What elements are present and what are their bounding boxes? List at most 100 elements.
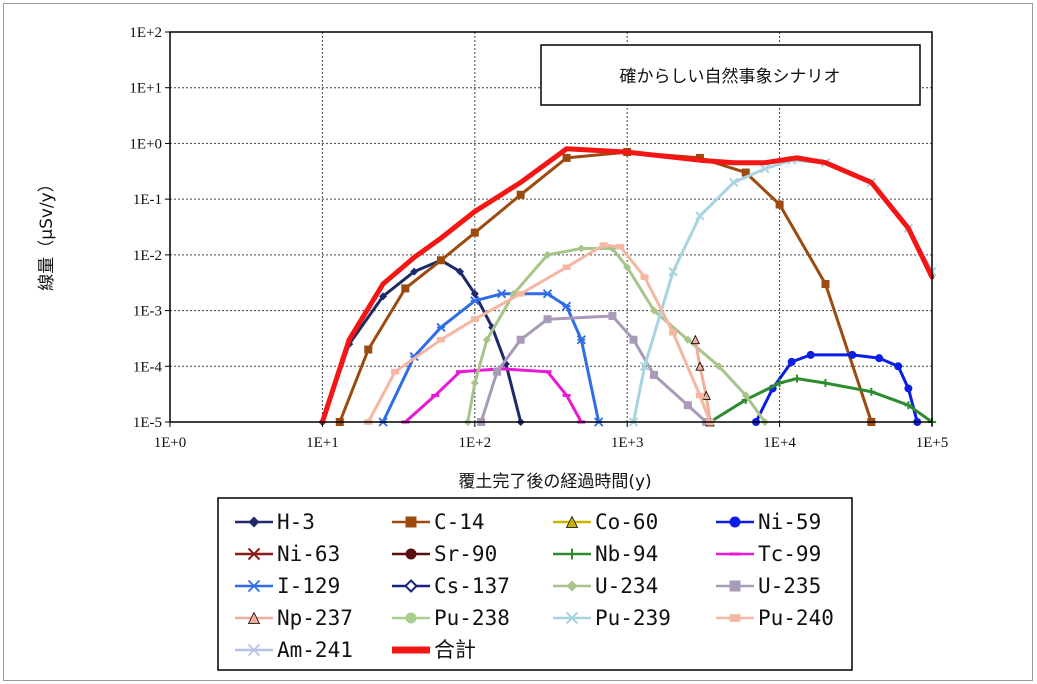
series-line (466, 247, 767, 424)
legend-item-sr-90: Sr-90 (392, 542, 497, 566)
legend-label: H-3 (277, 510, 315, 534)
data-point (496, 289, 507, 299)
legend-item-pu-239: Pu-239 (553, 606, 671, 630)
legend-item-u-235: U-235 (716, 574, 821, 598)
y-tick-label: 1E-3 (133, 304, 162, 320)
data-point (543, 250, 552, 259)
legend-item-u-234: U-234 (553, 574, 658, 598)
series-c-14 (335, 148, 876, 426)
legend-label: Am-241 (277, 638, 353, 662)
series-line (319, 146, 935, 425)
legend-item-h-3: H-3 (235, 510, 315, 534)
legend-item-i-129: I-129 (235, 574, 340, 598)
data-point (516, 290, 525, 297)
data-point (562, 153, 571, 162)
data-point (431, 393, 440, 397)
data-point (436, 322, 446, 332)
legend-label: Ni-63 (277, 542, 340, 566)
series-total (319, 146, 935, 425)
data-point (741, 391, 750, 400)
data-point (497, 367, 506, 371)
data-point (562, 264, 571, 271)
data-point (470, 296, 480, 306)
y-tick-label: 1E+0 (129, 136, 162, 152)
y-tick-label: 1E-2 (133, 248, 162, 264)
data-point (493, 367, 502, 376)
data-point (714, 362, 723, 371)
legend-label: Ni-59 (758, 510, 821, 534)
data-point (599, 242, 608, 248)
series-u-234 (463, 244, 769, 426)
y-tick-label: 1E+1 (129, 81, 162, 97)
data-point (695, 392, 704, 399)
data-point (516, 190, 525, 199)
series-line (320, 258, 523, 424)
legend-item-nb-94: Nb-94 (553, 542, 658, 566)
y-tick-label: 1E-5 (133, 415, 162, 431)
legend-item-pu-240: Pu-240 (716, 606, 834, 630)
legend-item-c-14: C-14 (392, 510, 485, 534)
legend-label: U-235 (758, 574, 821, 598)
legend-item-total: 合計 (392, 638, 476, 662)
data-point (640, 274, 649, 280)
data-point (683, 401, 692, 410)
chart-frame (3, 3, 1033, 681)
data-point (456, 267, 465, 276)
data-point (391, 368, 400, 375)
data-point (650, 370, 659, 379)
data-point (695, 361, 705, 371)
data-point (436, 256, 445, 265)
data-point (741, 168, 750, 177)
data-point (787, 357, 796, 366)
data-point (436, 336, 445, 343)
legend-item-tc-99: Tc-99 (716, 542, 821, 566)
data-point (806, 350, 815, 359)
x-axis-label: 覆土完了後の経過時間(y) (458, 472, 651, 492)
data-point (364, 345, 373, 354)
data-point (683, 335, 692, 344)
data-point (401, 284, 410, 293)
data-point (760, 164, 770, 174)
legend-item-cs-137: Cs-137 (392, 574, 510, 598)
data-point (470, 289, 479, 298)
data-point (470, 316, 479, 323)
data-point (623, 263, 632, 272)
data-point (562, 393, 571, 397)
x-tick-label: 1E+1 (306, 435, 339, 451)
x-tick-label: 1E+5 (916, 435, 949, 451)
data-point (875, 354, 884, 363)
data-point (379, 292, 388, 301)
data-point (456, 370, 465, 374)
data-point (542, 289, 553, 299)
series-nb-94 (706, 374, 936, 426)
data-point (701, 390, 711, 400)
data-point (775, 379, 784, 388)
x-tick-label: 1E+2 (458, 435, 491, 451)
data-point (690, 334, 700, 345)
legend: H-3 C-14 Co-60 Ni-59 Ni-63 Sr-90 Nb-94 Tc-99 I-1… (217, 497, 853, 671)
series-line (708, 377, 934, 424)
data-point (482, 335, 491, 344)
data-point (410, 267, 419, 276)
data-point (543, 315, 552, 324)
data-point (650, 306, 659, 315)
annotation-text: 確からしい自然事象シナリオ (620, 67, 841, 87)
x-tick-label: 1E+4 (763, 435, 796, 451)
legend-label: U-234 (595, 574, 658, 598)
data-point (904, 384, 913, 393)
y-tick-label: 1E-4 (133, 359, 163, 375)
y-axis-label: 線量（μSv/y） (37, 175, 57, 290)
legend-label: Sr-90 (434, 542, 497, 566)
data-point (894, 362, 903, 371)
legend-label: Pu-239 (595, 606, 671, 630)
data-point (775, 200, 784, 209)
legend-label: 合計 (434, 638, 476, 662)
legend-label: Pu-238 (434, 606, 510, 630)
legend-label: C-14 (434, 510, 485, 534)
data-point (543, 370, 552, 374)
series-pu-239 (628, 155, 937, 427)
x-tick-label: 1E+3 (611, 435, 644, 451)
legend-label: Nb-94 (595, 542, 658, 566)
legend-item-ni-59: Ni-59 (716, 510, 821, 534)
